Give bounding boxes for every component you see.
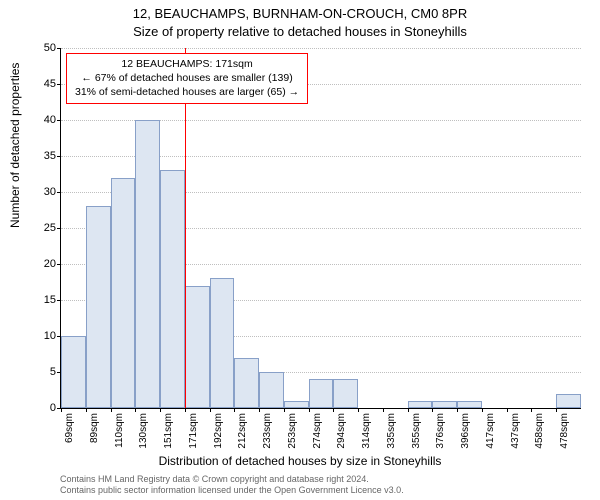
y-tick-mark <box>57 228 61 229</box>
x-tick-label: 274sqm <box>312 413 323 449</box>
histogram-bar <box>160 170 185 408</box>
histogram-bar <box>259 372 284 408</box>
histogram-bar <box>61 336 86 408</box>
x-tick-label: 212sqm <box>237 413 248 449</box>
x-tick-mark <box>457 408 458 412</box>
y-tick-mark <box>57 192 61 193</box>
x-tick-label: 253sqm <box>287 413 298 449</box>
x-tick-label: 458sqm <box>534 413 545 449</box>
y-tick-label: 25 <box>26 222 56 234</box>
y-tick-mark <box>57 300 61 301</box>
y-tick-label: 35 <box>26 150 56 162</box>
x-tick-label: 478sqm <box>559 413 570 449</box>
x-tick-label: 294sqm <box>336 413 347 449</box>
x-tick-mark <box>185 408 186 412</box>
histogram-bar <box>556 394 581 408</box>
x-tick-mark <box>432 408 433 412</box>
histogram-bar <box>135 120 160 408</box>
chart-title-line1: 12, BEAUCHAMPS, BURNHAM-ON-CROUCH, CM0 8… <box>0 6 600 21</box>
x-tick-label: 151sqm <box>163 413 174 449</box>
x-tick-label: 437sqm <box>510 413 521 449</box>
y-axis-label: Number of detached properties <box>8 63 22 228</box>
x-tick-mark <box>333 408 334 412</box>
x-tick-mark <box>531 408 532 412</box>
y-tick-mark <box>57 120 61 121</box>
x-tick-mark <box>482 408 483 412</box>
x-tick-label: 233sqm <box>262 413 273 449</box>
x-tick-mark <box>259 408 260 412</box>
x-tick-label: 396sqm <box>460 413 471 449</box>
x-tick-mark <box>160 408 161 412</box>
annotation-box: 12 BEAUCHAMPS: 171sqm ← 67% of detached … <box>66 53 308 104</box>
x-tick-mark <box>408 408 409 412</box>
x-tick-mark <box>383 408 384 412</box>
histogram-bar <box>284 401 309 408</box>
y-tick-mark <box>57 84 61 85</box>
y-tick-label: 20 <box>26 258 56 270</box>
y-tick-label: 40 <box>26 114 56 126</box>
x-tick-mark <box>507 408 508 412</box>
annotation-line3: 31% of semi-detached houses are larger (… <box>75 85 299 99</box>
x-axis-label: Distribution of detached houses by size … <box>0 454 600 468</box>
histogram-bar <box>432 401 457 408</box>
histogram-bar <box>234 358 259 408</box>
histogram-bar <box>309 379 334 408</box>
histogram-bar <box>210 278 235 408</box>
footer-attribution: Contains HM Land Registry data © Crown c… <box>60 474 404 497</box>
annotation-line2: ← 67% of detached houses are smaller (13… <box>75 71 299 85</box>
histogram-plot: 0510152025303540455069sqm89sqm110sqm130s… <box>60 48 581 409</box>
y-tick-label: 30 <box>26 186 56 198</box>
y-tick-label: 0 <box>26 402 56 414</box>
histogram-bar <box>86 206 111 408</box>
x-tick-label: 192sqm <box>213 413 224 449</box>
y-tick-label: 15 <box>26 294 56 306</box>
x-tick-mark <box>309 408 310 412</box>
y-tick-label: 50 <box>26 42 56 54</box>
histogram-bar <box>111 178 136 408</box>
x-tick-label: 171sqm <box>188 413 199 449</box>
x-tick-label: 89sqm <box>89 413 100 443</box>
x-tick-mark <box>61 408 62 412</box>
x-tick-mark <box>284 408 285 412</box>
y-tick-label: 45 <box>26 78 56 90</box>
y-tick-mark <box>57 48 61 49</box>
histogram-bar <box>457 401 482 408</box>
y-tick-label: 5 <box>26 366 56 378</box>
x-tick-mark <box>556 408 557 412</box>
chart-title-line2: Size of property relative to detached ho… <box>0 24 600 39</box>
x-tick-mark <box>86 408 87 412</box>
x-tick-mark <box>210 408 211 412</box>
x-tick-label: 69sqm <box>64 413 75 443</box>
annotation-line1: 12 BEAUCHAMPS: 171sqm <box>75 57 299 71</box>
footer-line1: Contains HM Land Registry data © Crown c… <box>60 474 404 485</box>
x-tick-label: 130sqm <box>138 413 149 449</box>
x-tick-mark <box>358 408 359 412</box>
x-tick-label: 335sqm <box>386 413 397 449</box>
x-tick-label: 355sqm <box>411 413 422 449</box>
y-tick-label: 10 <box>26 330 56 342</box>
x-tick-label: 376sqm <box>435 413 446 449</box>
footer-line2: Contains public sector information licen… <box>60 485 404 496</box>
x-tick-label: 314sqm <box>361 413 372 449</box>
x-tick-mark <box>234 408 235 412</box>
x-tick-mark <box>135 408 136 412</box>
histogram-bar <box>333 379 358 408</box>
grid-line <box>61 48 581 49</box>
x-tick-label: 110sqm <box>114 413 125 448</box>
y-tick-mark <box>57 156 61 157</box>
x-tick-label: 417sqm <box>485 413 496 449</box>
histogram-bar <box>408 401 433 408</box>
y-tick-mark <box>57 264 61 265</box>
histogram-bar <box>185 286 210 408</box>
x-tick-mark <box>111 408 112 412</box>
